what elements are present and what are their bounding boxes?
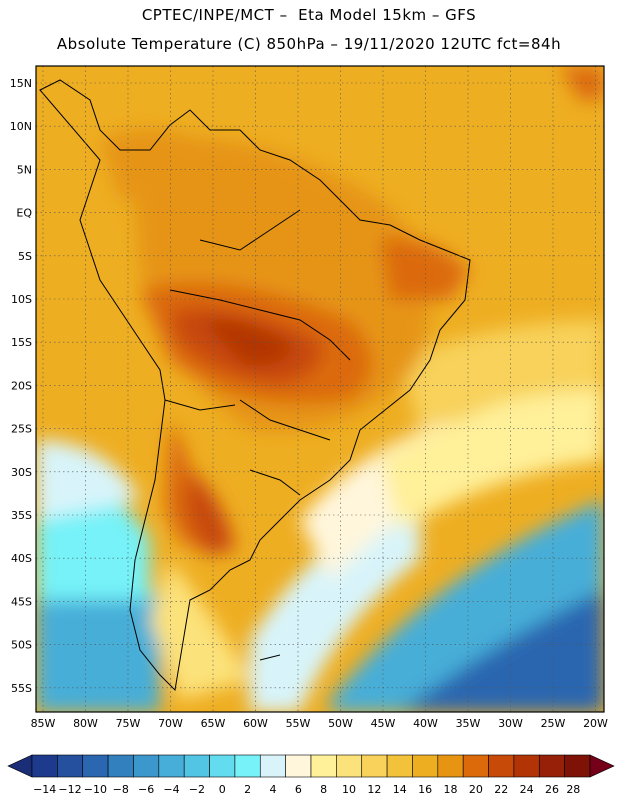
colorbar-swatch xyxy=(133,754,160,778)
chart-title: CPTEC/INPE/MCT – Eta Model 15km – GFS xyxy=(141,6,477,24)
colorbar-swatch xyxy=(82,754,109,778)
colorbar-label: 8 xyxy=(320,783,328,796)
lat-label: 55S xyxy=(11,682,32,695)
colorbar-label: −8 xyxy=(112,783,129,796)
lon-label: 80W xyxy=(73,717,98,730)
colorbar-label: −14 xyxy=(33,783,57,796)
lon-label: 70W xyxy=(158,717,183,730)
colorbar-arrow-low xyxy=(7,754,33,778)
lat-label: 35S xyxy=(11,509,32,522)
lat-label: 45S xyxy=(11,595,32,608)
latitude-labels: 15N 10N 5N EQ 5S 10S 15S 20S 25S 30S 35S 40S 45S 50S 5… xyxy=(10,77,33,695)
lon-label: 40W xyxy=(413,717,438,730)
colorbar-swatch xyxy=(259,754,286,778)
colorbar-swatch xyxy=(234,754,261,778)
lon-label: 55W xyxy=(286,717,311,730)
lon-label: 60W xyxy=(243,717,268,730)
lon-label: 75W xyxy=(116,717,141,730)
lon-label: 20W xyxy=(583,717,608,730)
chart-subtitle: Absolute Temperature (C) 850hPa – 19/11/… xyxy=(56,35,562,53)
colorbar-label: 10 xyxy=(342,783,357,796)
colorbar-swatch xyxy=(538,754,565,778)
lon-label: 50W xyxy=(328,717,353,730)
lat-label: EQ xyxy=(16,207,32,220)
colorbar-label: 12 xyxy=(367,783,382,796)
lon-label: 65W xyxy=(201,717,226,730)
colorbar-label: −6 xyxy=(138,783,155,796)
lat-label: 10S xyxy=(11,293,32,306)
colorbar-label: 22 xyxy=(494,783,509,796)
colorbar-swatch xyxy=(31,754,58,778)
lat-label: 5S xyxy=(18,250,32,263)
lat-label: 15S xyxy=(11,336,32,349)
colorbar-label: 18 xyxy=(443,783,458,796)
colorbar-swatch xyxy=(488,754,515,778)
colorbar-swatch xyxy=(57,754,84,778)
lat-label: 30S xyxy=(11,466,32,479)
lon-label: 30W xyxy=(498,717,523,730)
colorbar-label: 6 xyxy=(294,783,302,796)
colorbar-swatch xyxy=(437,754,464,778)
colorbar-swatch xyxy=(361,754,388,778)
colorbar-swatch xyxy=(310,754,337,778)
colorbar xyxy=(7,754,615,778)
colorbar-label: 28 xyxy=(566,783,581,796)
colorbar-label: 24 xyxy=(519,783,534,796)
colorbar-swatch xyxy=(285,754,312,778)
lon-label: 85W xyxy=(31,717,56,730)
colorbar-label: 20 xyxy=(468,783,483,796)
graticule xyxy=(36,66,604,712)
colorbar-swatch xyxy=(183,754,210,778)
colorbar-swatch xyxy=(158,754,185,778)
lat-label: 15N xyxy=(10,77,32,90)
colorbar-label: −10 xyxy=(83,783,108,796)
colorbar-label: 26 xyxy=(544,783,559,796)
colorbar-label: −12 xyxy=(58,783,82,796)
colorbar-label: 4 xyxy=(269,783,277,796)
lat-label: 20S xyxy=(11,379,32,392)
colorbar-swatch xyxy=(462,754,489,778)
colorbar-label: 14 xyxy=(392,783,407,796)
map-frame xyxy=(35,65,605,713)
colorbar-swatch xyxy=(209,754,236,778)
lat-label: 50S xyxy=(11,639,32,652)
colorbar-label: 16 xyxy=(418,783,433,796)
colorbar-swatch xyxy=(386,754,413,778)
coastlines xyxy=(39,79,471,692)
lat-label: 5N xyxy=(17,163,32,176)
lon-label: 25W xyxy=(541,717,566,730)
colorbar-label: −2 xyxy=(188,783,205,796)
colorbar-swatch xyxy=(513,754,540,778)
colorbar-swatch xyxy=(564,754,591,778)
longitude-labels: 85W 80W 75W 70W 65W 60W 55W 50W 45W 40W 35W 30W 25W 2… xyxy=(31,717,608,730)
colorbar-label: 0 xyxy=(218,783,226,796)
colorbar-swatch xyxy=(107,754,134,778)
temperature-field xyxy=(36,66,604,712)
lat-label: 40S xyxy=(11,552,32,565)
colorbar-label: 2 xyxy=(244,783,252,796)
lon-label: 45W xyxy=(371,717,396,730)
colorbar-arrow-high xyxy=(589,754,615,778)
colorbar-swatch xyxy=(412,754,439,778)
lat-label: 10N xyxy=(10,120,32,133)
colorbar-swatch xyxy=(336,754,363,778)
lon-label: 35W xyxy=(456,717,481,730)
lat-label: 25S xyxy=(11,423,32,436)
colorbar-label: −4 xyxy=(163,783,180,796)
